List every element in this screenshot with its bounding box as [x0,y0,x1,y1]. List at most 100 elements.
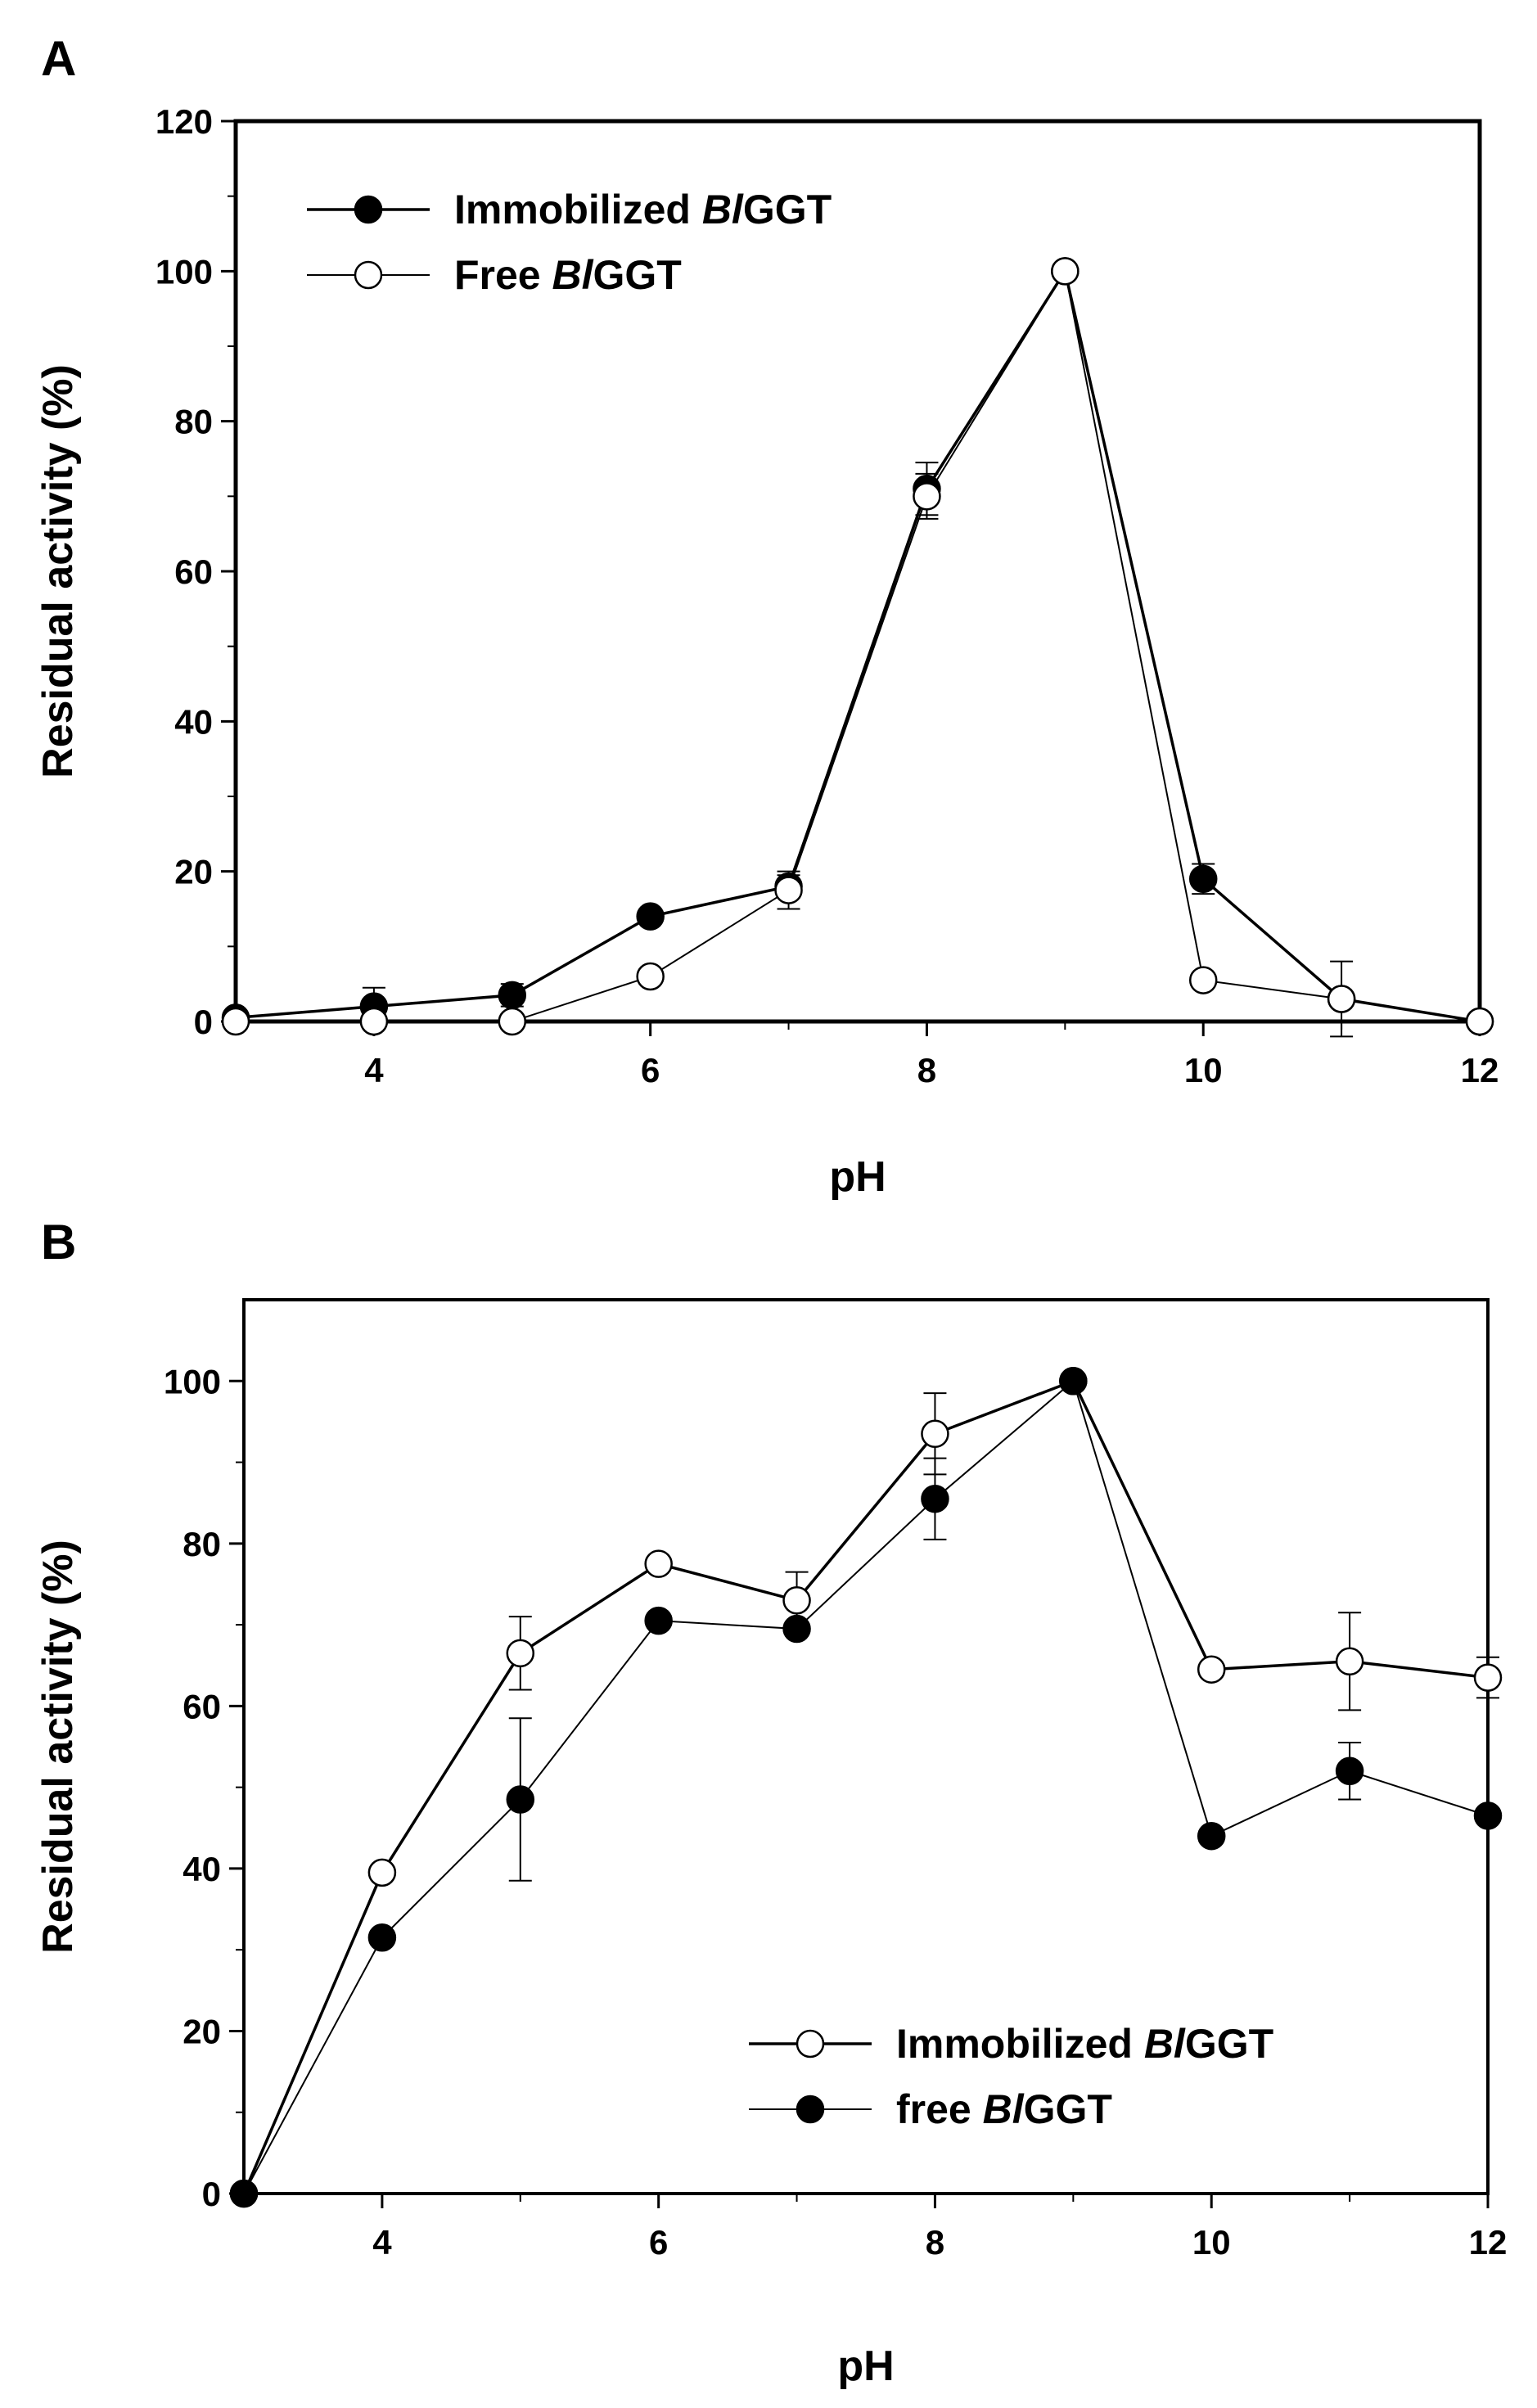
data-point [359,1007,389,1036]
legend-marker [354,195,383,224]
data-point [1188,864,1218,894]
y-tick-label: 0 [202,2175,221,2213]
x-tick-label: 12 [1469,2223,1508,2261]
legend-label-prefix: Immobilized [454,187,702,232]
data-point [506,1785,535,1814]
data-point [644,1606,673,1635]
panel-b-plot-frame [242,1298,1490,2195]
legend-label: Free BlGGT [454,252,682,298]
series-filled [229,1367,1503,2208]
panel-a-x-axis-title: pH [829,1153,886,1201]
legend-label-italic: Bl [552,252,594,298]
data-point [1197,1821,1226,1851]
data-point [1327,985,1356,1013]
data-point [774,876,803,904]
panel-a-series [221,257,1494,1038]
y-tick-label: 80 [174,403,213,441]
series-line [242,1379,1489,2194]
y-tick-label: 80 [183,1525,221,1563]
y-tick-label: 60 [174,552,213,591]
legend-marker [796,2029,825,2059]
legend-label-italic: Bl [1144,2021,1186,2067]
data-point [506,1639,535,1668]
x-tick-label: 8 [917,1051,936,1089]
legend-label-suffix: GGT [1185,2021,1273,2067]
y-tick-label: 40 [174,702,213,741]
panel-b-axes: 0 20 40 60 80 100 4 6 8 10 12 [164,1362,1507,2261]
data-point [1197,1655,1226,1684]
panel-a-axes: 0 20 40 60 80 100 120 4 6 8 10 12 [156,102,1499,1089]
panel-a: A 0 20 40 60 80 100 120 4 6 8 10 12 pH Residual act… [34,31,1499,1201]
legend-label-italic: Bl [983,2086,1025,2132]
y-tick-label: 100 [164,1362,221,1400]
data-point [221,1007,250,1036]
panel-a-y-axis-title: Residual activity (%) [34,364,82,778]
y-tick-label: 120 [156,102,213,141]
data-point [1335,1647,1364,1676]
legend-item: Free BlGGT [307,252,682,298]
data-point [498,981,527,1010]
legend-label: Immobilized BlGGT [454,187,832,232]
series-line [235,267,1481,1023]
x-tick-label: 12 [1461,1051,1499,1089]
data-point [1473,1663,1503,1692]
y-tick-label: 20 [174,853,213,891]
data-point [921,1484,949,1513]
y-tick-label: 0 [194,1003,213,1041]
data-point [921,1419,949,1449]
data-point [367,1858,397,1887]
x-tick-label: 6 [649,2223,668,2261]
y-tick-label: 40 [183,1850,221,1888]
series-open [229,1367,1503,2208]
data-point [636,902,665,931]
legend-label-italic: Bl [702,187,744,232]
legend-label-prefix: free [896,2086,983,2132]
panel-a-letter: A [41,31,76,86]
legend-label-suffix: GGT [743,187,832,232]
legend-label-suffix: GGT [1024,2086,1112,2132]
legend-label: Immobilized BlGGT [896,2021,1273,2067]
x-tick-label: 4 [372,2223,392,2261]
data-point [1051,257,1080,286]
legend-label-suffix: GGT [593,252,682,298]
data-point [1059,1367,1088,1396]
y-tick-label: 20 [183,2012,221,2050]
panel-b-series [229,1367,1503,2208]
data-point [913,482,941,511]
data-point [367,1923,397,1952]
panel-b-y-axis-title: Residual activity (%) [34,1540,82,1954]
x-tick-label: 10 [1184,1051,1223,1089]
y-tick-label: 100 [156,252,213,291]
x-tick-label: 8 [926,2223,944,2261]
legend-item: Immobilized BlGGT [307,187,832,232]
legend-marker [796,2095,825,2124]
x-tick-label: 4 [364,1051,384,1089]
x-tick-label: 10 [1192,2223,1231,2261]
y-tick-label: 60 [183,1687,221,1725]
data-point [782,1586,811,1615]
series-filled [221,257,1494,1036]
legend-marker [354,260,383,290]
panel-b-letter: B [41,1215,76,1269]
legend-label-prefix: Immobilized [896,2021,1144,2067]
legend-item: Immobilized BlGGT [749,2021,1273,2067]
legend-label-prefix: Free [454,252,552,298]
data-point [782,1614,811,1644]
data-point [1335,1756,1364,1786]
panel-b: B 0 20 40 60 80 100 4 6 8 10 12 pH Residual activi… [34,1215,1507,2390]
series-line [236,268,1481,1022]
data-point [644,1549,673,1578]
legend-label: free BlGGT [896,2086,1112,2132]
panel-a-plot-frame [233,119,1482,1024]
x-tick-label: 6 [641,1051,660,1089]
legend-item: free BlGGT [749,2086,1112,2132]
series-line [243,1379,1489,2194]
data-point [1473,1801,1503,1830]
panel-b-x-axis-title: pH [837,2343,894,2390]
data-point [1188,966,1218,994]
data-point [1465,1007,1494,1036]
series-open [221,257,1494,1038]
